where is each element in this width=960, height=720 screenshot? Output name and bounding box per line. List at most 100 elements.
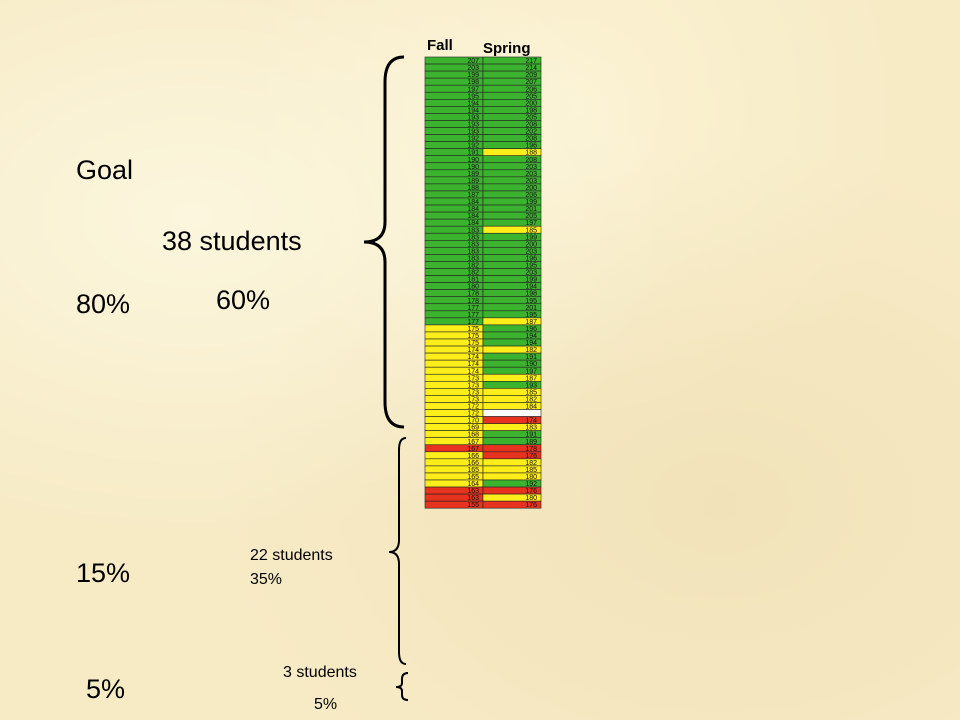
value-fall-62: 163 — [467, 495, 479, 502]
value-fall-23: 184 — [467, 220, 479, 227]
value-fall-14: 190 — [467, 157, 479, 164]
value-fall-0: 207 — [467, 58, 479, 65]
value-fall-43: 174 — [467, 361, 479, 368]
value-spring-44: 197 — [525, 368, 537, 375]
value-spring-52: 183 — [525, 425, 537, 432]
value-spring-20: 199 — [525, 199, 537, 206]
value-spring-23: 197 — [525, 220, 537, 227]
value-fall-60: 164 — [467, 481, 479, 488]
value-spring-18: 200 — [525, 185, 537, 192]
value-fall-42: 174 — [467, 354, 479, 361]
value-fall-13: 191 — [467, 150, 479, 157]
value-fall-2: 199 — [467, 72, 479, 79]
value-spring-28: 196 — [525, 255, 537, 262]
value-spring-46: 193 — [525, 382, 537, 389]
value-fall-35: 177 — [467, 305, 479, 312]
value-spring-61: 176 — [525, 488, 537, 495]
value-fall-3: 198 — [467, 79, 479, 86]
group1-count-label: 38 students — [162, 226, 302, 256]
value-fall-22: 184 — [467, 213, 479, 220]
value-spring-43: 190 — [525, 361, 537, 368]
value-spring-54: 189 — [525, 439, 537, 446]
value-fall-39: 175 — [467, 333, 479, 340]
value-spring-55: 178 — [525, 446, 537, 453]
value-fall-19: 187 — [467, 192, 479, 199]
value-spring-48: 182 — [525, 396, 537, 403]
value-spring-33: 198 — [525, 291, 537, 298]
value-spring-13: 188 — [525, 150, 537, 157]
value-fall-33: 178 — [467, 291, 479, 298]
value-spring-59: 180 — [525, 474, 537, 481]
value-fall-26: 183 — [467, 241, 479, 248]
value-spring-8: 205 — [525, 114, 537, 121]
value-fall-12: 192 — [467, 143, 479, 150]
value-fall-36: 177 — [467, 312, 479, 319]
value-fall-28: 183 — [467, 255, 479, 262]
group3-percent-label: 5% — [314, 696, 338, 713]
goal-80-percent: 80% — [76, 289, 131, 319]
value-spring-58: 185 — [525, 467, 537, 474]
value-fall-58: 165 — [467, 467, 479, 474]
value-spring-24: 185 — [525, 227, 537, 234]
value-fall-44: 174 — [467, 368, 479, 375]
value-spring-6: 200 — [525, 100, 537, 107]
value-fall-38: 175 — [467, 326, 479, 333]
value-spring-39: 194 — [525, 333, 537, 340]
group1-brace — [363, 55, 405, 429]
group2-brace — [388, 437, 407, 665]
value-spring-53: 191 — [525, 432, 537, 439]
value-fall-20: 184 — [467, 199, 479, 206]
value-fall-41: 174 — [467, 347, 479, 354]
value-spring-7: 198 — [525, 107, 537, 114]
value-fall-17: 189 — [467, 178, 479, 185]
value-spring-62: 180 — [525, 495, 537, 502]
value-fall-15: 190 — [467, 164, 479, 171]
value-fall-34: 178 — [467, 298, 479, 305]
value-spring-4: 206 — [525, 86, 537, 93]
value-spring-12: 196 — [525, 143, 537, 150]
value-fall-47: 173 — [467, 389, 479, 396]
value-spring-37: 187 — [525, 319, 537, 326]
goal-15-percent: 15% — [76, 558, 131, 588]
value-fall-63: 155 — [467, 502, 479, 509]
value-spring-5: 205 — [525, 93, 537, 100]
value-spring-45: 187 — [525, 375, 537, 382]
value-fall-8: 193 — [467, 114, 479, 121]
value-fall-56: 166 — [467, 453, 479, 460]
value-fall-5: 195 — [467, 93, 479, 100]
value-spring-11: 208 — [525, 136, 537, 143]
value-spring-14: 208 — [525, 157, 537, 164]
value-fall-50: 172 — [467, 411, 479, 418]
value-spring-63: 176 — [525, 502, 537, 509]
value-fall-51: 170 — [467, 418, 479, 425]
value-fall-6: 194 — [467, 100, 479, 107]
value-fall-53: 168 — [467, 432, 479, 439]
value-spring-41: 182 — [525, 347, 537, 354]
cell-spring-63 — [482, 500, 542, 509]
value-spring-31: 199 — [525, 277, 537, 284]
value-spring-2: 209 — [525, 72, 537, 79]
value-spring-34: 195 — [525, 298, 537, 305]
value-spring-10: 202 — [525, 129, 537, 136]
column-header-fall: Fall — [427, 37, 453, 54]
value-spring-36: 195 — [525, 312, 537, 319]
value-spring-49: 184 — [525, 404, 537, 411]
score-rows: 207 217 203 214 199 209 198 207 197 206 195 205 194 2… — [424, 56, 542, 509]
value-spring-17: 203 — [525, 178, 537, 185]
value-spring-60: 192 — [525, 481, 537, 488]
value-fall-46: 173 — [467, 382, 479, 389]
value-fall-16: 189 — [467, 171, 479, 178]
value-fall-21: 184 — [467, 206, 479, 213]
column-header-spring: Spring — [483, 40, 531, 57]
value-fall-48: 173 — [467, 396, 479, 403]
value-fall-27: 183 — [467, 248, 479, 255]
value-fall-10: 193 — [467, 129, 479, 136]
value-spring-3: 207 — [525, 79, 537, 86]
value-spring-47: 185 — [525, 389, 537, 396]
value-fall-54: 167 — [467, 439, 479, 446]
value-spring-29: 195 — [525, 263, 537, 270]
group3-count-label: 3 students — [283, 664, 357, 681]
value-spring-21: 201 — [525, 206, 537, 213]
value-spring-16: 203 — [525, 171, 537, 178]
